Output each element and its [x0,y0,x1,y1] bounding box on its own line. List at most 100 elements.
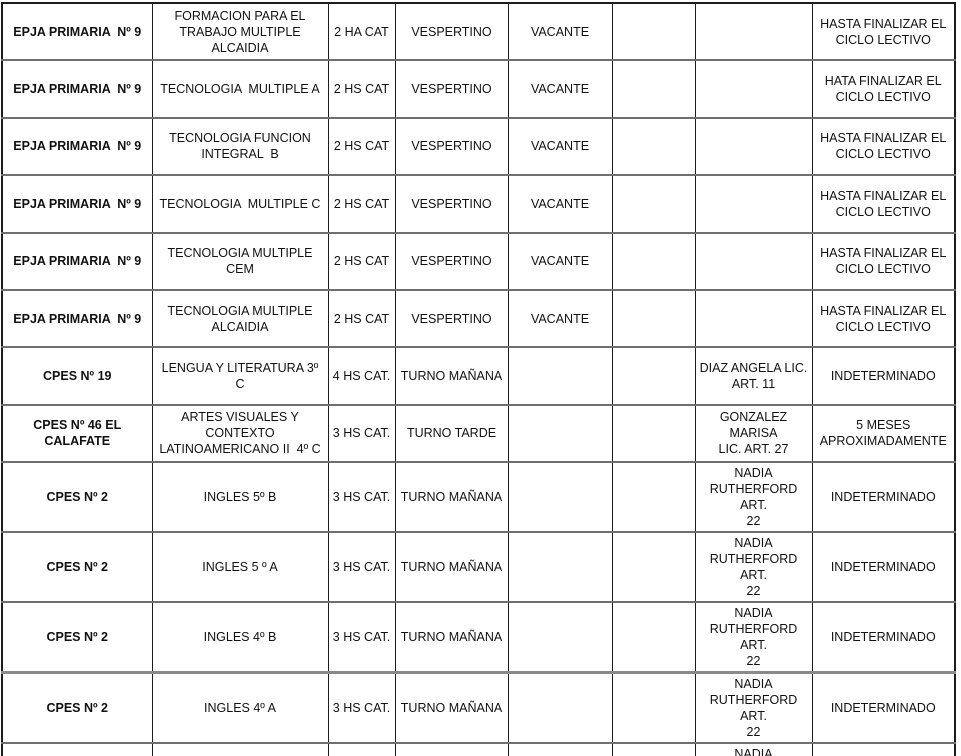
cell-subject: FORMACION PARA EL TRABAJO MULTIPLE ALCAI… [151,3,328,61]
cell-duration: INDETERMINADO [811,601,955,673]
table-row: EPJA PRIMARIA Nº 9 FORMACION PARA EL TRA… [2,3,955,61]
table-row: EPJA PRIMARIA Nº 9 TECNOLOGIA MULTIPLE A… [2,59,955,118]
cell-duration: INDETERMINADO [811,671,955,744]
cell-school: EPJA PRIMARIA Nº 9 [2,174,152,233]
cell-shift: VESPERTINO [394,231,508,290]
cell-hours: 2 HS CAT [327,231,395,290]
cell-vacancy [507,601,612,673]
cell-teacher [694,3,812,61]
cell-shift: VESPERTINO [394,116,508,176]
cell-vacancy [507,671,612,744]
table-row: CPES Nº 2 INGLES 5º B 3 HS CAT. TURNO MA… [2,461,955,533]
cell-empty [611,3,695,61]
cell-shift: VESPERTINO [394,3,508,61]
cell-empty [611,403,695,463]
cell-vacancy [507,742,612,756]
cell-duration: 5 MESES APROXIMADAMENTE [811,403,955,463]
cell-duration: INDETERMINADO [811,742,955,756]
cell-school: EPJA PRIMARIA Nº 9 [2,59,152,118]
table-row: EPJA PRIMARIA Nº 9 TECNOLOGIA FUNCION IN… [2,116,955,176]
cell-empty [611,231,695,290]
cell-school: EPJA PRIMARIA Nº 9 [13,24,142,39]
cell-hours: 2 HS CAT [327,116,395,176]
cell-shift: TURNO TARDE [394,403,508,463]
cell-shift: TURNO MAÑANA [394,346,508,405]
table-row: EPJA PRIMARIA Nº 9 TECNOLOGIA MULTIPLE C… [2,174,955,233]
cell-teacher [694,288,812,348]
cell-teacher: NADIA RUTHERFORD ART. 22 [694,742,812,756]
cell-vacancy [507,403,612,463]
cell-subject: TECNOLOGIA MULTIPLE A [151,59,328,118]
cell-duration: HASTA FINALIZAR EL CICLO LECTIVO [811,174,955,233]
cell-shift: VESPERTINO [394,59,508,118]
cell-teacher: NADIA RUTHERFORD ART. 22 [694,461,812,533]
cell-hours: 3 HS CAT. [327,461,395,533]
cell-empty [611,601,695,673]
cell-empty [611,346,695,405]
cell-hours: 3 HS CAT. [327,601,395,673]
cell-school: CPES Nº 2 [2,742,152,756]
cell-hours: 2 HS CAT [327,59,395,118]
cell-empty [611,531,695,603]
cell-teacher: GONZALEZ MARISA LIC. ART. 27 [694,403,812,463]
cell-empty [611,742,695,756]
cell-school: CPES Nº 2 [2,461,152,533]
cell-vacancy: VACANTE [507,174,612,233]
cell-subject: INGLES 4º A [151,671,328,744]
cell-shift: TURNO MAÑANA [394,742,508,756]
cell-shift: VESPERTINO [394,288,508,348]
table-row: CPES Nº 2 INGLES 5 º A 3 HS CAT. TURNO M… [2,531,955,603]
table-row: EPJA PRIMARIA Nº 9 TECNOLOGIA MULTIPLE C… [2,231,955,290]
cell-empty [611,671,695,744]
cell-duration: INDETERMINADO [811,461,955,533]
cell-duration: HATA FINALIZAR EL CICLO LECTIVO [811,59,955,118]
cell-hours: 2 HS CAT [327,174,395,233]
table-row: CPES Nº 46 EL CALAFATE ARTES VISUALES Y … [2,403,955,463]
cell-subject: INGLES 4º B [151,601,328,673]
cell-hours: 2 HS CAT [327,288,395,348]
cell-vacancy [507,531,612,603]
cell-duration: INDETERMINADO [811,346,955,405]
cell-teacher [694,174,812,233]
cell-subject: INGLES 3º D [151,742,328,756]
cell-school: EPJA PRIMARIA Nº 9 [2,231,152,290]
cell-shift: TURNO MAÑANA [394,671,508,744]
cell-subject: ARTES VISUALES Y CONTEXTO LATINOAMERICAN… [151,403,328,463]
cell-hours: 3 HS CAT. [327,671,395,744]
cell-empty [611,461,695,533]
cell-vacancy: VACANTE [507,116,612,176]
table-row: CPES Nº 2 INGLES 4º B 3 HS CAT. TURNO MA… [2,601,955,673]
cell-teacher: NADIA RUTHERFORD ART. 22 [694,601,812,673]
cell-school: CPES Nº 19 [2,346,152,405]
cell-duration: HASTA FINALIZAR EL CICLO LECTIVO [811,231,955,290]
cell-subject: LENGUA Y LITERATURA 3º C [151,346,328,405]
cell-school: EPJA PRIMARIA Nº 9 [2,116,152,176]
cell-vacancy [507,461,612,533]
cell-subject: TECNOLOGIA FUNCION INTEGRAL B [151,116,328,176]
cell-subject: TECNOLOGIA MULTIPLE C [151,174,328,233]
cell-hours: 4 HS CAT. [327,346,395,405]
cell-duration: HASTA FINALIZAR EL CICLO LECTIVO [811,3,955,61]
cell-shift: TURNO MAÑANA [394,601,508,673]
cell-vacancy: VACANTE [507,231,612,290]
cell-school: EPJA PRIMARIA Nº 9 [2,288,152,348]
cell-shift: TURNO MAÑANA [394,531,508,603]
table-row: CPES Nº 2 INGLES 3º D 3 HS CAT. TURNO MA… [2,742,955,756]
cell-teacher [694,231,812,290]
cell-duration: HASTA FINALIZAR EL CICLO LECTIVO [811,116,955,176]
cell-empty [611,116,695,176]
table-row: CPES Nº 19 LENGUA Y LITERATURA 3º C 4 HS… [2,346,955,405]
cell-school: CPES Nº 2 [2,671,152,744]
cell-teacher: NADIA RUTHERFORD ART. 22 [694,531,812,603]
cell-subject: TECNOLOGIA MULTIPLE ALCAIDIA [151,288,328,348]
cell-empty [611,174,695,233]
cell-hours: 3 HS CAT. [327,742,395,756]
cell-duration: INDETERMINADO [811,531,955,603]
cell-teacher: NADIA RUTHERFORD ART. 22 [694,671,812,744]
cell-duration: HASTA FINALIZAR EL CICLO LECTIVO [811,288,955,348]
table-row: CPES Nº 2 INGLES 4º A 3 HS CAT. TURNO MA… [2,671,955,744]
cell-hours: 3 HS CAT. [327,403,395,463]
cell-school: CPES Nº 2 [2,531,152,603]
cell-teacher: DIAZ ANGELA LIC. ART. 11 [694,346,812,405]
